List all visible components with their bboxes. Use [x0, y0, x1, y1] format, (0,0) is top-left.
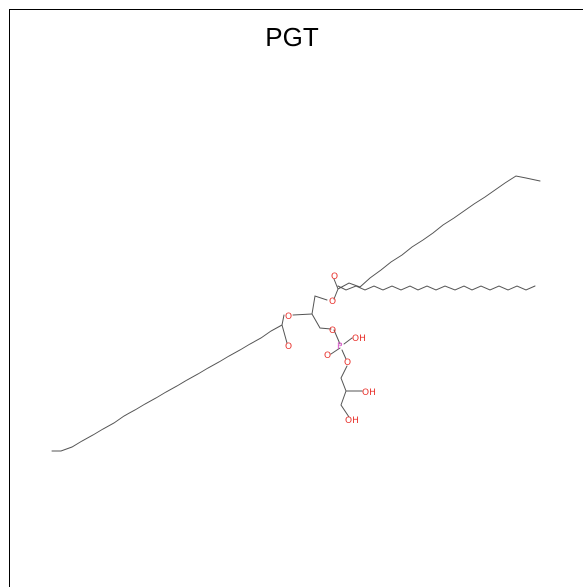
carbonyl-oxygen-upper: O: [331, 272, 338, 282]
phosphate-link: [333, 329, 341, 345]
lower-carbonyl-bond: [281, 324, 288, 344]
glycerol-hydroxyl-3: OH: [345, 416, 359, 426]
lower-ester-link: [292, 313, 313, 316]
phosphate-double-oxygen: O: [324, 351, 331, 361]
figure-title: PGT: [265, 22, 319, 52]
upper-acyl-chain: [337, 285, 536, 291]
figure-frame: [9, 9, 583, 587]
glycerol-hydroxyl-2: OH: [362, 388, 376, 398]
phosphate-oxygen-link: O: [329, 326, 336, 336]
carbonyl-oxygen-lower: O: [285, 342, 292, 352]
lower-acyl-chain: [51, 324, 283, 452]
lower-ester-bond: [281, 314, 285, 326]
upper-carbonyl-bond: [333, 278, 339, 290]
p-o-ester-bond: [341, 349, 347, 360]
ester-oxygen-lower: O: [285, 312, 292, 322]
phosphate-hydroxyl: OH: [352, 334, 366, 344]
p-oh-bond: [343, 337, 353, 345]
phosphate-ester-oxygen: O: [344, 358, 351, 368]
upper-acyl-chain-rising: [337, 175, 541, 290]
upper-ester-bond: [333, 288, 339, 300]
phosphorus-atom: P: [337, 342, 343, 352]
p-o-double-bond: [330, 347, 341, 355]
ester-oxygen-upper: O: [329, 297, 336, 307]
